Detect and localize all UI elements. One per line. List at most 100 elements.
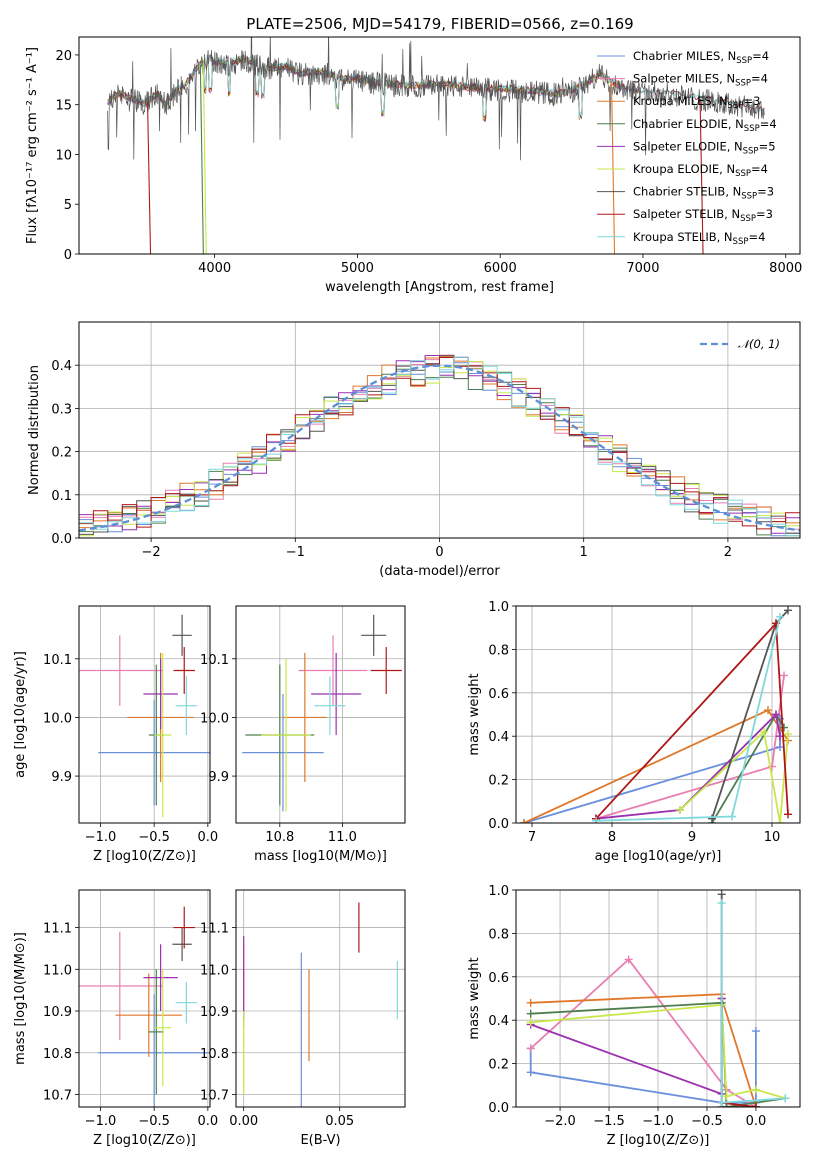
x-tick-label: 1 (580, 545, 588, 560)
weight-marker (784, 606, 792, 615)
y-tick-label: 0.4 (488, 1014, 509, 1029)
legend-label: Chabrier ELODIE, NSSP=4 (633, 117, 777, 134)
y-tick-label: 0.1 (51, 489, 72, 504)
y-tick-label: 0.6 (488, 971, 509, 986)
spectrum-drop (202, 62, 207, 254)
y-tick-label: 1.0 (488, 884, 509, 899)
spectrum-drop (199, 64, 204, 254)
frame-mass-vs-EBV (235, 889, 406, 1108)
spectrum-data-line (107, 37, 765, 161)
x-tick-label: 0.0 (198, 1114, 219, 1129)
weight-marker (751, 1027, 760, 1036)
x-tick-label: 10.8 (265, 830, 294, 845)
y-tick-label: 10.7 (200, 1088, 229, 1103)
legend-label: Salpeter STELIB, NSSP=3 (633, 207, 773, 224)
y-tick-label: 11.1 (200, 922, 229, 937)
weight-marker (520, 819, 528, 823)
y-tick-label: 0.8 (488, 927, 509, 942)
weight-line (523, 709, 789, 823)
y-tick-label: 10.9 (43, 1005, 72, 1020)
y-tick-label: 10.0 (43, 711, 72, 726)
x-tick-label: −1.5 (593, 1114, 625, 1129)
y-axis-label: Flux [fλ10⁻¹⁷ erg cm⁻² s⁻¹ A⁻¹] (25, 47, 40, 244)
y-tick-label: 10.8 (43, 1047, 72, 1062)
weight-marker (676, 805, 684, 814)
residual-legend: 𝒩(0, 1) (700, 337, 780, 351)
y-axis-label: age [log10(age/yr)] (13, 651, 28, 778)
y-tick-label: 10 (55, 148, 72, 163)
x-axis-label: (data-model)/error (379, 564, 500, 579)
axes-spectrum: 4000 5000 6000 7000 8000 0 5 10 15 20 wavelength [… (25, 47, 802, 295)
axes-age-vs-Z: −1.0 −0.5 0.0 9.9 10.0 10.1 Z [log10(Z/Z⊙)] age… (13, 606, 218, 864)
y-tick-label: 0.2 (488, 1058, 509, 1073)
x-tick-label: 5000 (341, 261, 374, 276)
y-tick-label: 10.8 (200, 1047, 229, 1062)
x-axis-label: Z [log10(Z/Z⊙)] (607, 1133, 710, 1148)
y-tick-label: 10.9 (200, 1005, 229, 1020)
frame-mass-weight-vs-Z (515, 889, 801, 1108)
x-tick-label: 7000 (626, 261, 659, 276)
weight-marker (526, 1068, 535, 1077)
legend-label: 𝒩(0, 1) (738, 337, 780, 351)
legend-label: Salpeter MILES, NSSP=4 (633, 72, 768, 89)
y-tick-label: 20 (55, 49, 72, 64)
y-tick-label: 0.0 (51, 532, 72, 547)
weight-line (523, 718, 781, 823)
x-axis-label: Z [log10(Z/Z⊙)] (93, 849, 196, 864)
y-tick-label: 0.0 (488, 817, 509, 832)
normal-curve (79, 364, 800, 532)
y-tick-label: 0.2 (488, 774, 509, 789)
x-tick-label: −0.5 (138, 830, 170, 845)
y-tick-label: 0.2 (51, 446, 72, 461)
y-tick-label: 0.0 (488, 1101, 509, 1116)
weight-line (720, 894, 756, 1107)
x-axis-label: age [log10(age/yr)] (595, 849, 722, 864)
y-tick-label: 9.9 (51, 770, 72, 785)
frame-spectrum (78, 36, 801, 255)
y-tick-label: 9.9 (208, 770, 229, 785)
weight-marker (722, 1092, 731, 1101)
histogram-kroupa-stelib (79, 356, 800, 538)
weight-marker (722, 1103, 731, 1107)
axes-mass-weight-vs-Z: −2.0 −1.5 −1.0 −0.5 0.0 0.0 0.2 0.4 0.6 0.8 1.0 Z [… (467, 884, 800, 1148)
x-tick-label: 4000 (198, 261, 231, 276)
errorbars-age-vs-mass (242, 614, 402, 812)
x-tick-label: 8 (608, 830, 616, 845)
axes-mass-vs-Z: −1.0 −0.5 0.0 10.7 10.8 10.9 11.0 11.1 Z [log10(… (13, 890, 218, 1148)
y-tick-label: 5 (64, 198, 72, 213)
x-tick-label: 2 (724, 545, 732, 560)
y-tick-label: 0.3 (51, 402, 72, 417)
x-axis-label: wavelength [Angstrom, rest frame] (325, 280, 554, 295)
y-tick-label: 0.4 (51, 359, 72, 374)
weight-marker (751, 1085, 760, 1094)
spectrum-series-line (107, 53, 765, 120)
y-tick-label: 10.1 (200, 653, 229, 668)
x-axis-label: E(B-V) (300, 1133, 340, 1148)
x-tick-label: 0.0 (746, 1114, 767, 1129)
spectrum-lines (107, 37, 765, 254)
y-tick-label: 10.0 (200, 711, 229, 726)
x-tick-label: 10 (764, 830, 781, 845)
spectrum-legend: Chabrier MILES, NSSP=4 Salpeter MILES, NS… (597, 49, 777, 247)
weight-marker (772, 710, 780, 719)
histograms (79, 354, 800, 538)
lines-mass-weight-vs-Z (526, 890, 790, 1107)
weight-marker (708, 814, 716, 823)
weight-marker (526, 1009, 535, 1018)
spectrum-series-line (107, 56, 614, 122)
x-tick-label: −1.0 (85, 830, 117, 845)
legend-label: Kroupa STELIB, NSSP=4 (633, 230, 765, 247)
y-axis-label: mass [log10(M/M⊙)] (13, 932, 28, 1065)
weight-line (721, 1101, 757, 1107)
y-axis-label: mass weight (467, 673, 482, 755)
y-tick-label: 11.1 (43, 922, 72, 937)
weight-marker (624, 955, 633, 964)
y-tick-label: 11.0 (200, 963, 229, 978)
weight-marker (760, 727, 768, 736)
y-tick-label: 10.7 (43, 1088, 72, 1103)
lines-mass-weight-vs-age (520, 606, 792, 823)
weight-marker (717, 890, 726, 899)
y-tick-label: 1.0 (488, 600, 509, 615)
weight-line (720, 903, 786, 1104)
